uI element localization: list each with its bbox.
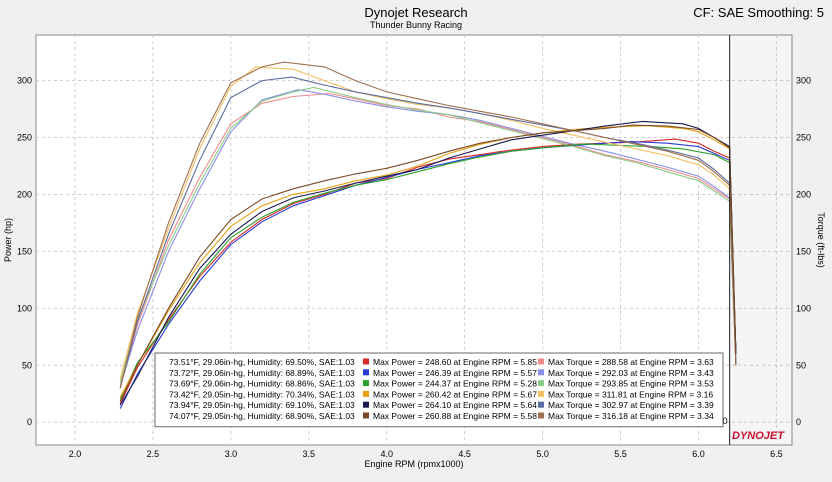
y-tick-label-right: 250 (796, 133, 811, 143)
y-tick-label-left: 50 (22, 360, 32, 370)
y-axis-left-label: Power (hp) (3, 218, 13, 262)
x-tick-label: 2.0 (69, 449, 82, 459)
legend-max-torque: Max Torque = 288.58 at Engine RPM = 3.63 (548, 357, 714, 367)
x-tick-label: 3.5 (303, 449, 316, 459)
power-line-6 (119, 124, 737, 402)
legend-conditions: 73.51°F, 29.06in-hg, Humidity: 69.50%, S… (169, 357, 355, 367)
x-axis-label: Engine RPM (rpmx1000) (364, 459, 463, 469)
legend-power-swatch (363, 369, 369, 376)
legend-max-torque: Max Torque = 316.18 at Engine RPM = 3.34 (548, 411, 714, 421)
legend-power-swatch (363, 401, 369, 408)
legend-conditions: 73.72°F, 29.06in-hg, Humidity: 68.89%, S… (169, 368, 355, 378)
legend-max-torque: Max Torque = 302.97 at Engine RPM = 3.39 (548, 400, 714, 410)
x-tick-label: 4.5 (458, 449, 471, 459)
legend-torque-swatch (538, 401, 544, 408)
legend-torque-swatch (538, 358, 544, 365)
x-tick-label: 4.0 (380, 449, 393, 459)
torque-line-6 (119, 61, 737, 389)
legend-torque-swatch (538, 412, 544, 419)
y-tick-label-right: 100 (796, 303, 811, 313)
legend-max-torque: Max Torque = 293.85 at Engine RPM = 3.53 (548, 379, 714, 389)
legend-torque-swatch (538, 390, 544, 397)
legend-power-swatch (363, 412, 369, 419)
legend-max-power: Max Power = 260.42 at Engine RPM = 5.67 (373, 389, 537, 399)
power-line-2 (119, 141, 737, 409)
x-tick-label: 3.0 (225, 449, 238, 459)
chart-title: Dynojet Research (364, 5, 468, 20)
y-tick-label-right: 300 (796, 76, 811, 86)
y-tick-label-right: 150 (796, 246, 811, 256)
y-tick-label-left: 100 (17, 303, 32, 313)
legend-conditions: 73.69°F, 29.06in-hg, Humidity: 68.86%, S… (169, 379, 355, 389)
legend-conditions: 73.94°F, 29.05in-hg, Humidity: 69.10%, S… (169, 400, 355, 410)
x-tick-label: 2.5 (147, 449, 160, 459)
power-line-5 (119, 120, 737, 406)
y-axis-right-label: Torque (ft-lbs) (816, 212, 826, 268)
legend-max-torque: Max Torque = 292.03 at Engine RPM = 3.43 (548, 368, 714, 378)
legend-max-power: Max Power = 246.39 at Engine RPM = 5.57 (373, 368, 537, 378)
legend-power-swatch (363, 358, 369, 365)
legend-max-power: Max Power = 248.60 at Engine RPM = 5.85 (373, 357, 537, 367)
power-line-4 (119, 125, 737, 398)
y-tick-label-right: 0 (796, 417, 801, 427)
x-tick-label: 5.0 (536, 449, 549, 459)
legend-torque-swatch (538, 369, 544, 376)
legend-power-swatch (363, 390, 369, 397)
power-line-3 (119, 143, 737, 400)
y-tick-label-left: 300 (17, 76, 32, 86)
torque-line-1 (119, 92, 737, 389)
y-tick-label-left: 0 (27, 417, 32, 427)
x-tick-label: 6.5 (770, 449, 783, 459)
legend-torque-swatch (538, 380, 544, 387)
correction-factor-label: CF: SAE Smoothing: 5 (693, 5, 824, 20)
y-tick-label-left: 200 (17, 189, 32, 199)
y-tick-label-left: 150 (17, 246, 32, 256)
chart-subtitle: Thunder Bunny Racing (369, 20, 463, 30)
y-tick-label-right: 200 (796, 189, 811, 199)
legend-max-power: Max Power = 264.10 at Engine RPM = 5.64 (373, 400, 537, 410)
legend-max-torque: Max Torque = 311.81 at Engine RPM = 3.16 (548, 389, 713, 399)
legend-conditions: 74.07°F, 29.05in-hg, Humidity: 68.90%, S… (169, 411, 355, 421)
series-lines (119, 61, 737, 409)
x-tick-label: 6.0 (692, 449, 705, 459)
cursor-shade (729, 35, 792, 445)
torque-line-3 (119, 86, 737, 383)
dynojet-logo: DYNOJET (732, 430, 785, 442)
axis-ticks: 2.0 2.5 3.0 3.5 4.0 4.5 5.0 5.5 6.0 6.5 0 0 50 50 100 1… (17, 76, 811, 459)
y-tick-label-left: 250 (17, 133, 32, 143)
x-tick-label: 5.5 (614, 449, 627, 459)
power-line-1 (119, 138, 737, 405)
legend-box (154, 352, 724, 428)
legend-conditions: 73.42°F, 29.05in-hg, Humidity: 70.34%, S… (169, 389, 355, 399)
legend-power-swatch (363, 380, 369, 387)
torque-line-5 (119, 76, 737, 389)
legend-max-power: Max Power = 244.37 at Engine RPM = 5.28 (373, 379, 537, 389)
legend: 73.51°F, 29.06in-hg, Humidity: 69.50%, S… (154, 352, 724, 428)
y-tick-label-right: 50 (796, 360, 806, 370)
legend-max-power: Max Power = 260.88 at Engine RPM = 5.58 (373, 411, 537, 421)
